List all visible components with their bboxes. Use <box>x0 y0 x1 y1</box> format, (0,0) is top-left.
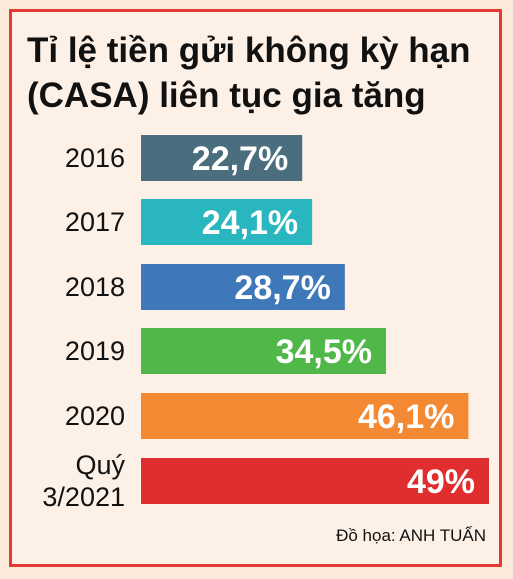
category-label: 2017 <box>65 207 125 237</box>
data-label: 28,7% <box>234 269 330 307</box>
graphic-credit: Đồ họa: ANH TUẤN <box>336 526 486 545</box>
bar-qu-3-2021 <box>141 458 489 504</box>
category-label: 2016 <box>65 143 125 173</box>
category-label: 2018 <box>65 272 125 302</box>
chart-title: Tỉ lệ tiền gửi không kỳ hạn (CASA) liên … <box>27 28 497 118</box>
bar-2020 <box>141 393 469 439</box>
bar-2019 <box>141 328 387 374</box>
data-label: 34,5% <box>276 333 372 371</box>
category-label: 2020 <box>65 401 125 431</box>
data-label: 46,1% <box>358 398 454 436</box>
data-label: 24,1% <box>202 204 298 242</box>
title-line-2: (CASA) liên tục gia tăng <box>27 76 426 115</box>
category-label: 3/2021 <box>42 482 125 512</box>
data-label: 22,7% <box>192 140 288 178</box>
data-label: 49% <box>407 463 475 501</box>
title-line-1: Tỉ lệ tiền gửi không kỳ hạn <box>27 31 471 70</box>
bar-2017 <box>141 199 313 245</box>
bar-2016 <box>141 135 303 181</box>
bar-2018 <box>141 264 345 310</box>
category-label: 2019 <box>65 336 125 366</box>
category-label: Quý <box>75 450 125 480</box>
